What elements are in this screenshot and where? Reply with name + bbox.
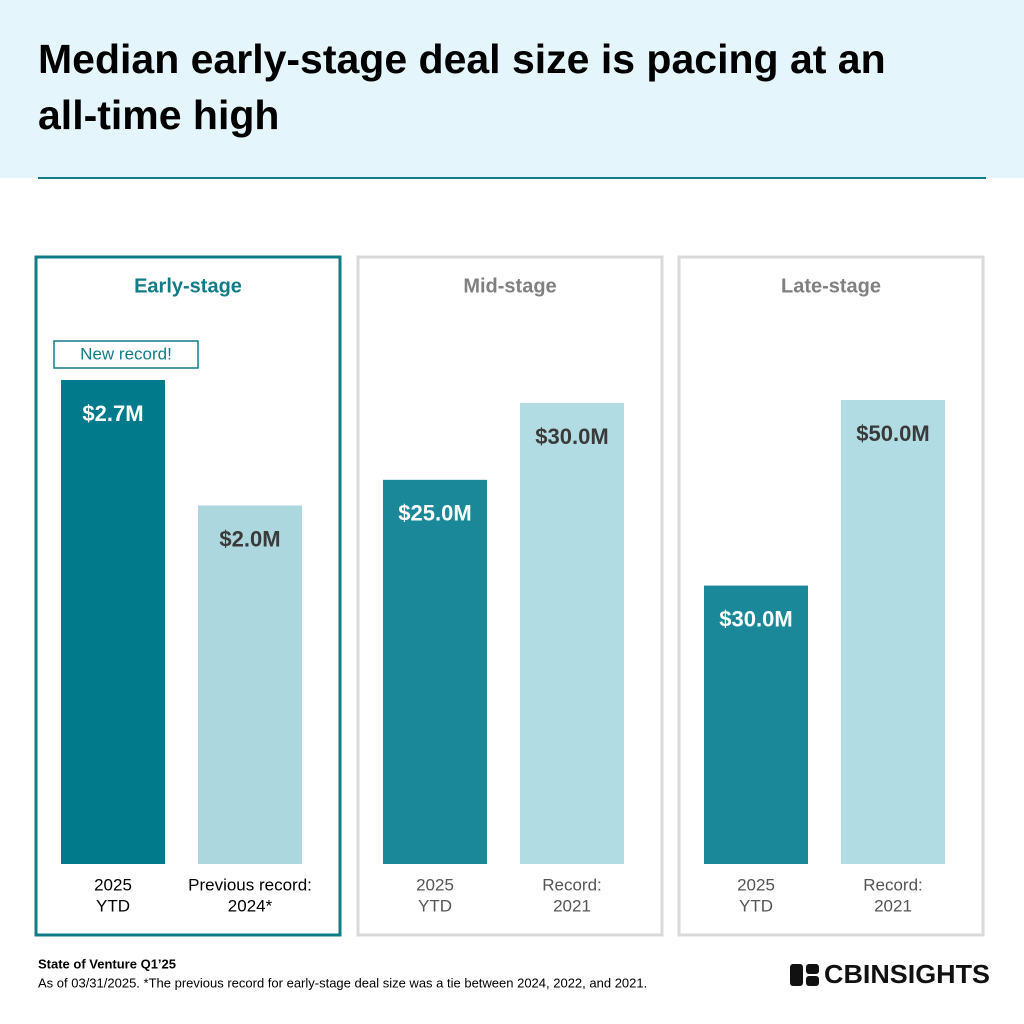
bar <box>704 585 808 864</box>
value-label: $2.7M <box>82 401 143 426</box>
value-label: $25.0M <box>398 501 471 526</box>
value-label: $2.0M <box>219 526 280 551</box>
panel-title: Mid-stage <box>463 275 556 297</box>
note: As of 03/31/2025. *The previous record f… <box>38 975 647 990</box>
x-tick-label: 2024* <box>228 896 273 915</box>
x-tick-label: Previous record: <box>188 875 312 894</box>
header-background <box>0 0 1024 178</box>
x-tick-label: 2025 <box>416 875 454 894</box>
logo: CBINSIGHTS <box>790 959 990 989</box>
logo-mark <box>806 964 819 974</box>
value-label: $30.0M <box>535 424 608 449</box>
bar <box>841 400 945 864</box>
x-tick-label: YTD <box>739 896 773 915</box>
x-tick-label: Record: <box>863 875 923 894</box>
x-tick-label: 2025 <box>94 875 132 894</box>
x-tick-label: 2021 <box>553 896 591 915</box>
x-tick-label: 2025 <box>737 875 775 894</box>
title-line: all-time high <box>38 92 279 138</box>
bar <box>198 505 302 864</box>
logo-mark <box>806 976 819 986</box>
panel-title: Late-stage <box>781 275 881 297</box>
panel <box>677 255 985 937</box>
value-label: $50.0M <box>856 421 929 446</box>
annotation: New record! <box>80 344 172 363</box>
value-label: $30.0M <box>719 606 792 631</box>
logo-mark <box>790 964 803 986</box>
bar <box>383 479 487 864</box>
logo-text: CBINSIGHTS <box>824 959 990 989</box>
bar <box>520 403 624 864</box>
x-tick-label: YTD <box>418 896 452 915</box>
panel <box>356 255 664 937</box>
panel <box>34 255 342 937</box>
source: State of Venture Q1’25 <box>38 956 176 971</box>
bar <box>61 380 165 864</box>
annotation-box <box>53 340 199 369</box>
x-tick-label: YTD <box>96 896 130 915</box>
title-line: Median early-stage deal size is pacing a… <box>38 36 886 82</box>
x-tick-label: 2021 <box>874 896 912 915</box>
x-tick-label: Record: <box>542 875 602 894</box>
panel-title: Early-stage <box>134 275 242 297</box>
